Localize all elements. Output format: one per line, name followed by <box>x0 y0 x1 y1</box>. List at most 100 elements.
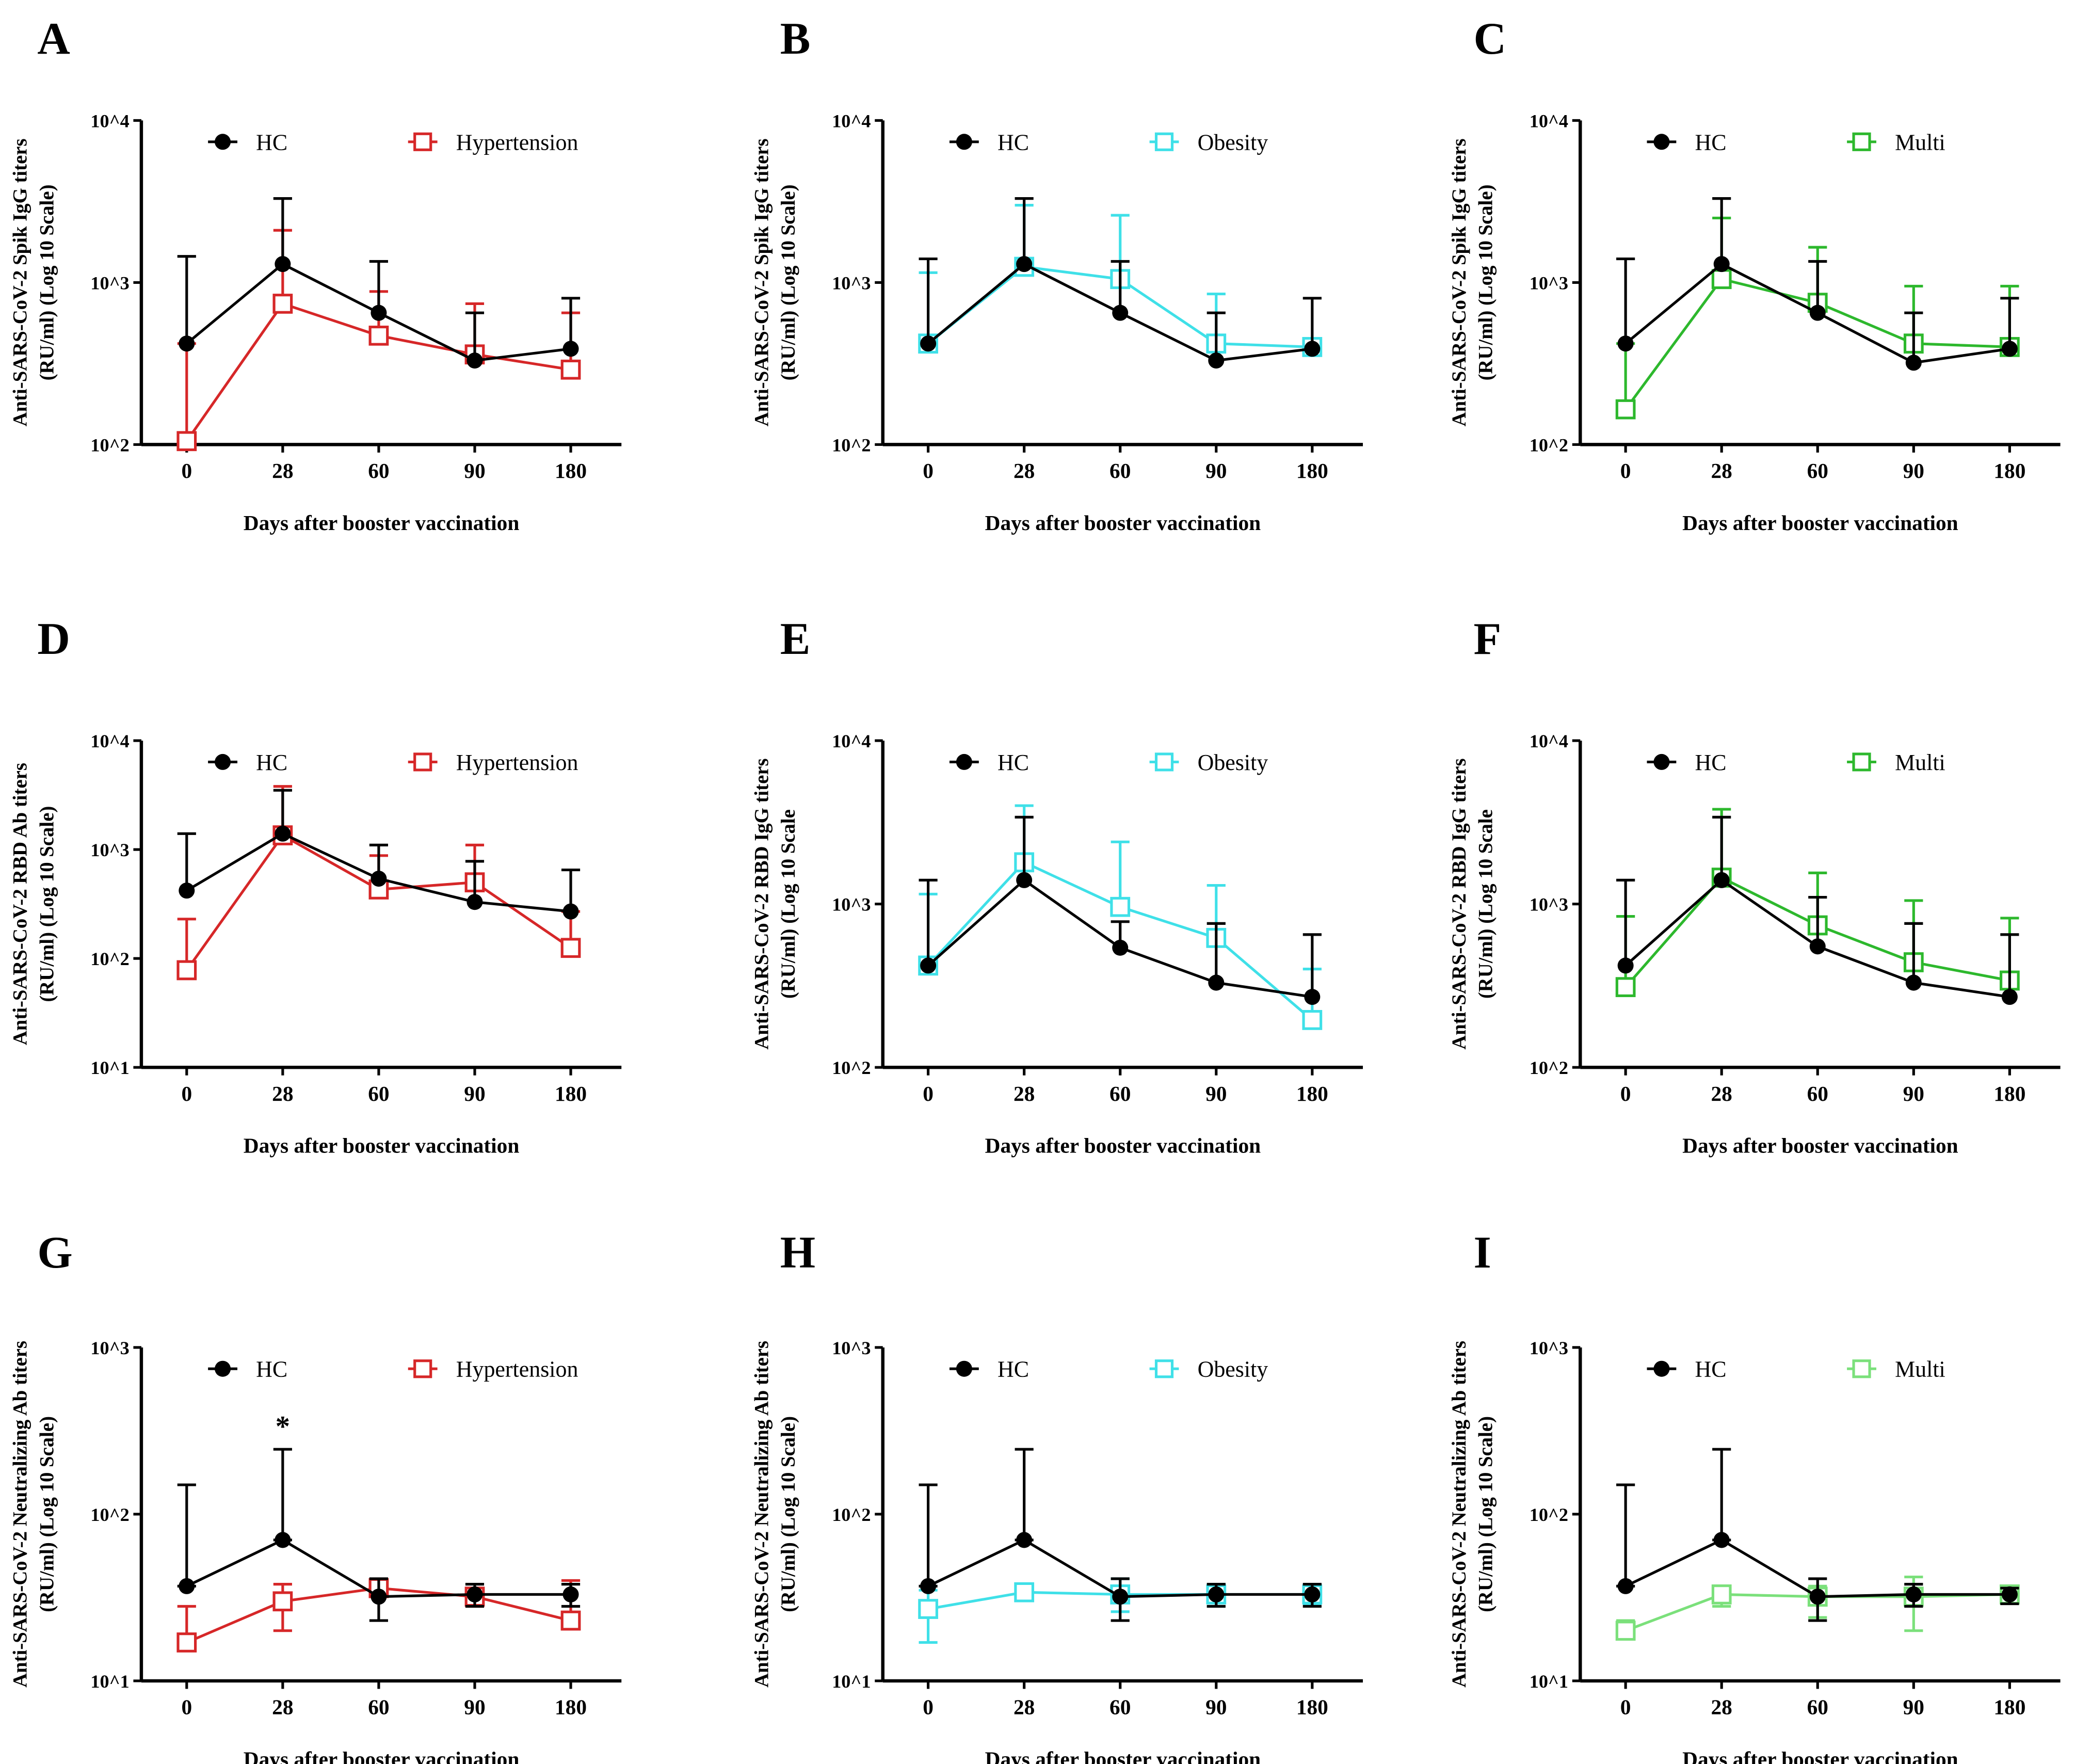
data-point <box>560 359 581 380</box>
data-point <box>1014 1582 1035 1602</box>
x-tick-label: 90 <box>1903 459 1924 483</box>
y-tick-label: 10^4 <box>832 110 871 131</box>
y-tick-label: 10^1 <box>90 1671 129 1692</box>
data-point <box>920 1578 937 1594</box>
data-point <box>1112 1589 1129 1605</box>
series-hc <box>1616 815 2019 1005</box>
x-tick-label: 28 <box>1711 459 1732 483</box>
panel-H: H 10^1 10^2 10^3 0 28 60 90 180 Days after booste… <box>750 1228 1363 1764</box>
legend-label: Hypertension <box>456 750 578 775</box>
x-tick-label: 180 <box>1296 1082 1328 1105</box>
panel-letter: A <box>37 14 70 64</box>
legend-label: Obesity <box>1198 1357 1268 1382</box>
panel-E: E 10^2 10^3 10^4 0 28 60 90 180 Days after booste… <box>750 614 1363 1158</box>
legend: HC Hypertension <box>208 1357 578 1382</box>
legend: HC Hypertension <box>208 130 578 155</box>
x-tick-label: 28 <box>1014 1695 1035 1719</box>
x-tick-label: 90 <box>464 1695 485 1719</box>
legend-marker <box>1653 134 1670 150</box>
panel-G: G 10^1 10^2 10^3 0 28 60 90 180 Days after booste… <box>9 1228 622 1764</box>
y-axis-label-line1: Anti-SARS-CoV-2 Spik IgG titers <box>9 138 31 426</box>
panel-letter: H <box>780 1228 815 1278</box>
data-point <box>272 1591 293 1612</box>
x-axis-label: Days after booster vaccination <box>1682 1747 1958 1764</box>
y-axis-label-line1: Anti-SARS-CoV-2 Spik IgG titers <box>750 138 773 426</box>
data-point <box>1112 939 1129 956</box>
x-tick-label: 60 <box>1109 1695 1131 1719</box>
x-axis-label: Days after booster vaccination <box>244 1747 520 1764</box>
data-point <box>560 1610 581 1631</box>
y-axis-label-line2: (RU/ml) (Log 10 Scale) <box>36 184 58 380</box>
x-tick-label: 180 <box>555 1082 587 1105</box>
y-axis-label-line2: (RU/ml) (Log 10 Scale) <box>1475 1416 1497 1612</box>
legend-marker <box>1852 752 1871 772</box>
legend-marker <box>1154 752 1174 772</box>
legend-marker <box>956 1360 972 1377</box>
x-tick-label: 0 <box>923 1695 934 1719</box>
data-point <box>179 1578 195 1594</box>
data-point <box>272 294 293 314</box>
legend-label: HC <box>1695 750 1726 775</box>
legend-marker <box>1852 1359 1871 1378</box>
legend-label: HC <box>998 1357 1029 1382</box>
legend-label: Hypertension <box>456 130 578 155</box>
data-point <box>467 1586 483 1602</box>
data-point <box>1615 399 1636 420</box>
legend-marker <box>956 134 972 150</box>
x-axis-label: Days after booster vaccination <box>985 511 1261 535</box>
data-point <box>562 903 579 920</box>
x-tick-label: 28 <box>272 1695 293 1719</box>
x-tick-label: 180 <box>1993 1695 2025 1719</box>
data-point <box>1016 1532 1033 1548</box>
y-axis-label-line1: Anti-SARS-CoV-2 RBD Ab titers <box>9 763 31 1045</box>
data-point <box>1016 872 1033 888</box>
x-tick-label: 28 <box>1014 459 1035 483</box>
y-tick-label: 10^4 <box>1530 110 1568 131</box>
x-tick-label: 28 <box>1711 1082 1732 1105</box>
data-point <box>2001 341 2018 357</box>
x-axis-label: Days after booster vaccination <box>244 1134 520 1158</box>
x-tick-label: 90 <box>464 459 485 483</box>
legend-label: Hypertension <box>456 1357 578 1382</box>
significance-annotation: * <box>276 1410 290 1442</box>
legend: HC Multi <box>1647 750 1945 775</box>
legend: HC Multi <box>1647 130 1945 155</box>
y-tick-label: 10^2 <box>90 949 129 969</box>
data-point <box>1615 1621 1636 1641</box>
legend-marker <box>1154 132 1174 151</box>
x-tick-label: 0 <box>181 1082 192 1105</box>
x-tick-label: 180 <box>1296 459 1328 483</box>
legend-label: HC <box>256 750 287 775</box>
panel-F: F 10^2 10^3 10^4 0 28 60 90 180 Days after booste… <box>1448 614 2061 1158</box>
data-point <box>2001 1586 2018 1602</box>
data-point <box>371 304 387 321</box>
data-point <box>467 894 483 910</box>
legend-marker <box>215 753 231 770</box>
y-tick-label: 10^3 <box>832 1338 871 1358</box>
panel-letter: E <box>780 614 811 664</box>
y-tick-label: 10^4 <box>1530 731 1568 751</box>
data-point <box>1809 304 1826 321</box>
data-point <box>371 871 387 887</box>
data-point <box>1617 1578 1634 1594</box>
data-point <box>920 335 937 352</box>
y-axis-label-line1: Anti-SARS-CoV-2 Neutralizing Ab titers <box>750 1341 773 1688</box>
data-point <box>179 883 195 899</box>
legend-label: HC <box>256 130 287 155</box>
x-tick-label: 90 <box>1205 1082 1227 1105</box>
x-tick-label: 90 <box>1205 1695 1227 1719</box>
panel-D: D 10^1 10^2 10^3 10^4 0 28 60 90 180 Days after bo… <box>9 614 622 1158</box>
data-point <box>1905 1586 1922 1602</box>
series-hc <box>919 1448 1322 1622</box>
data-point <box>275 1532 291 1548</box>
data-point <box>1809 938 1826 955</box>
panel-letter: C <box>1474 14 1506 64</box>
data-point <box>176 1632 197 1653</box>
x-tick-label: 60 <box>368 1695 389 1719</box>
x-tick-label: 180 <box>1993 459 2025 483</box>
data-point <box>560 938 581 958</box>
panel-letter: B <box>780 14 811 64</box>
x-tick-label: 90 <box>1205 459 1227 483</box>
y-tick-label: 10^2 <box>832 1504 871 1525</box>
